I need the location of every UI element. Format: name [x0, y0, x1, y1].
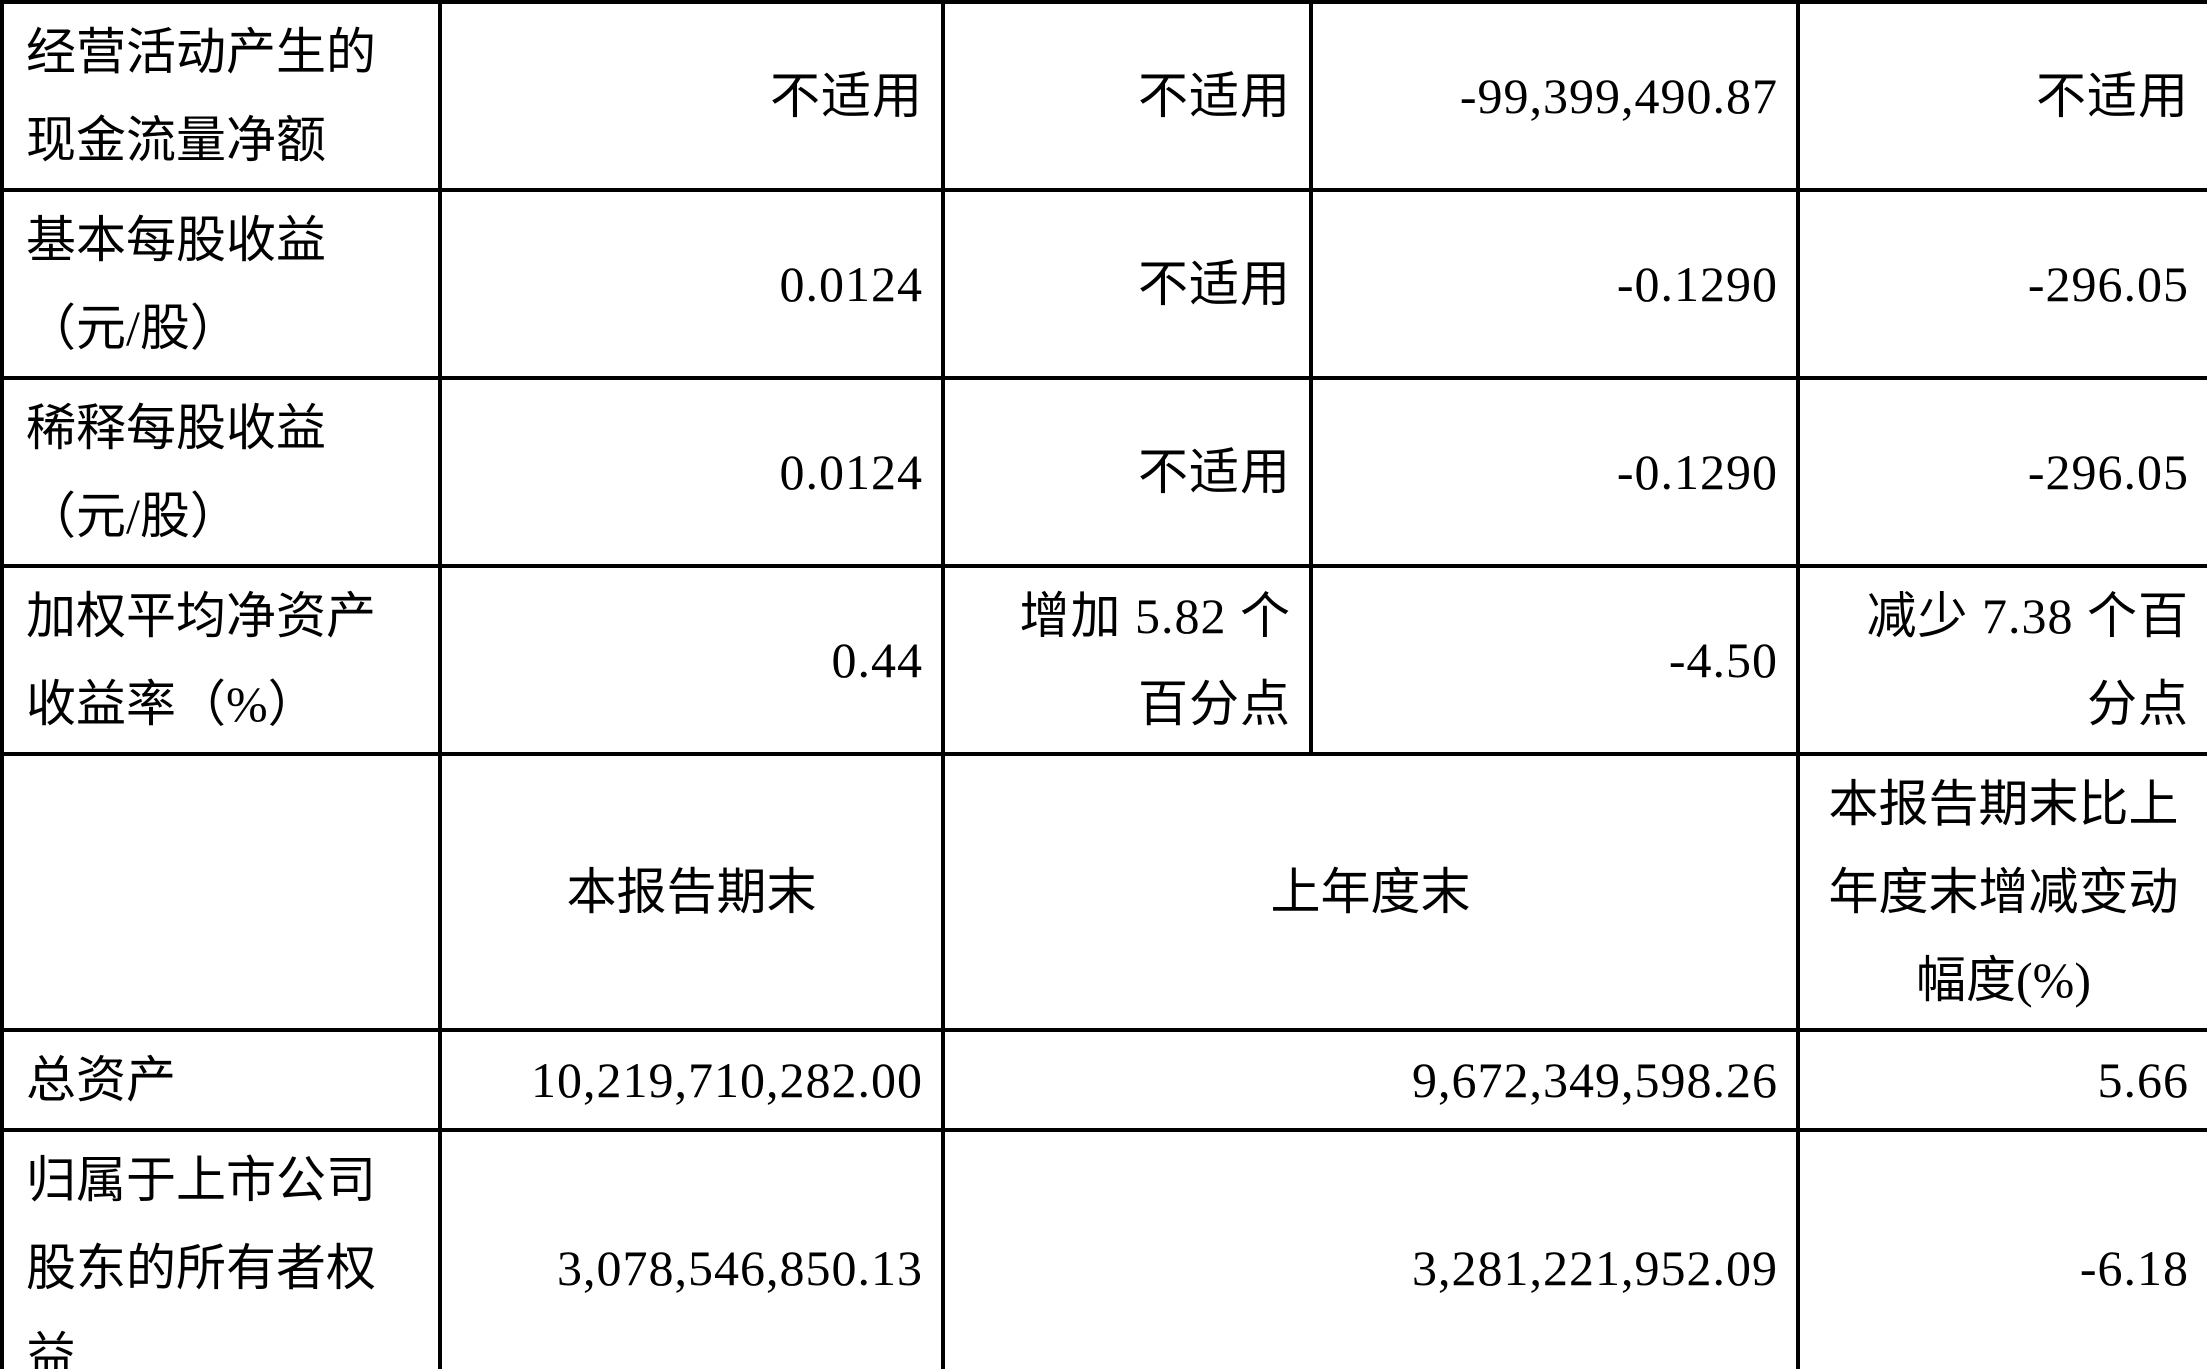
metric-label-operating-cash-flow: 经营活动产生的 现金流量净额 [0, 0, 442, 192]
header-current-period-end: 本报告期末 [438, 752, 945, 1032]
metric-value-ytd-change: -296.05 [1796, 376, 2207, 568]
metric-label-total-assets: 总资产 [0, 1028, 442, 1132]
metric-value-change-vs-prior: 增加 5.82 个 百分点 [941, 564, 1313, 756]
metric-value-year-to-date: -4.50 [1309, 564, 1800, 756]
metric-label-diluted-eps: 稀释每股收益 （元/股） [0, 376, 442, 568]
table-row-basic-eps: 基本每股收益 （元/股） 0.0124 不适用 -0.1290 -296.05 [0, 188, 2207, 380]
metric-value-current-period: 不适用 [438, 0, 945, 192]
balance-value-change-percent: 5.66 [1796, 1028, 2207, 1132]
header-prior-year-end: 上年度末 [941, 752, 1800, 1032]
metric-value-change-vs-prior: 不适用 [941, 376, 1313, 568]
table-row-weighted-avg-roe: 加权平均净资产 收益率（%） 0.44 增加 5.82 个 百分点 -4.50 … [0, 564, 2207, 756]
header-change-vs-prior-year-end: 本报告期末比上 年度末增减变动 幅度(%) [1796, 752, 2207, 1032]
metric-value-current-period: 0.44 [438, 564, 945, 756]
metric-value-year-to-date: -0.1290 [1309, 376, 1800, 568]
metric-label-basic-eps: 基本每股收益 （元/股） [0, 188, 442, 380]
balance-value-change-percent: -6.18 [1796, 1128, 2207, 1369]
metric-value-ytd-change: 不适用 [1796, 0, 2207, 192]
metric-value-year-to-date: -99,399,490.87 [1309, 0, 1800, 192]
table-row-shareholders-equity: 归属于上市公司 股东的所有者权 益 3,078,546,850.13 3,281… [0, 1128, 2207, 1369]
table-row-operating-cash-flow: 经营活动产生的 现金流量净额 不适用 不适用 -99,399,490.87 不适… [0, 0, 2207, 192]
balance-value-current-period-end: 3,078,546,850.13 [438, 1128, 945, 1369]
balance-value-prior-year-end: 9,672,349,598.26 [941, 1028, 1800, 1132]
metric-label-shareholders-equity: 归属于上市公司 股东的所有者权 益 [0, 1128, 442, 1369]
metric-value-change-vs-prior: 不适用 [941, 0, 1313, 192]
metric-value-change-vs-prior: 不适用 [941, 188, 1313, 380]
empty-header-cell [0, 752, 442, 1032]
metric-value-current-period: 0.0124 [438, 376, 945, 568]
table-row-diluted-eps: 稀释每股收益 （元/股） 0.0124 不适用 -0.1290 -296.05 [0, 376, 2207, 568]
metric-value-ytd-change: 减少 7.38 个百 分点 [1796, 564, 2207, 756]
table-row-total-assets: 总资产 10,219,710,282.00 9,672,349,598.26 5… [0, 1028, 2207, 1132]
metric-value-current-period: 0.0124 [438, 188, 945, 380]
metric-value-ytd-change: -296.05 [1796, 188, 2207, 380]
balance-value-current-period-end: 10,219,710,282.00 [438, 1028, 945, 1132]
balance-value-prior-year-end: 3,281,221,952.09 [941, 1128, 1800, 1369]
metric-label-weighted-avg-roe: 加权平均净资产 收益率（%） [0, 564, 442, 756]
metric-value-year-to-date: -0.1290 [1309, 188, 1800, 380]
table-row-section-header: 本报告期末 上年度末 本报告期末比上 年度末增减变动 幅度(%) [0, 752, 2207, 1032]
